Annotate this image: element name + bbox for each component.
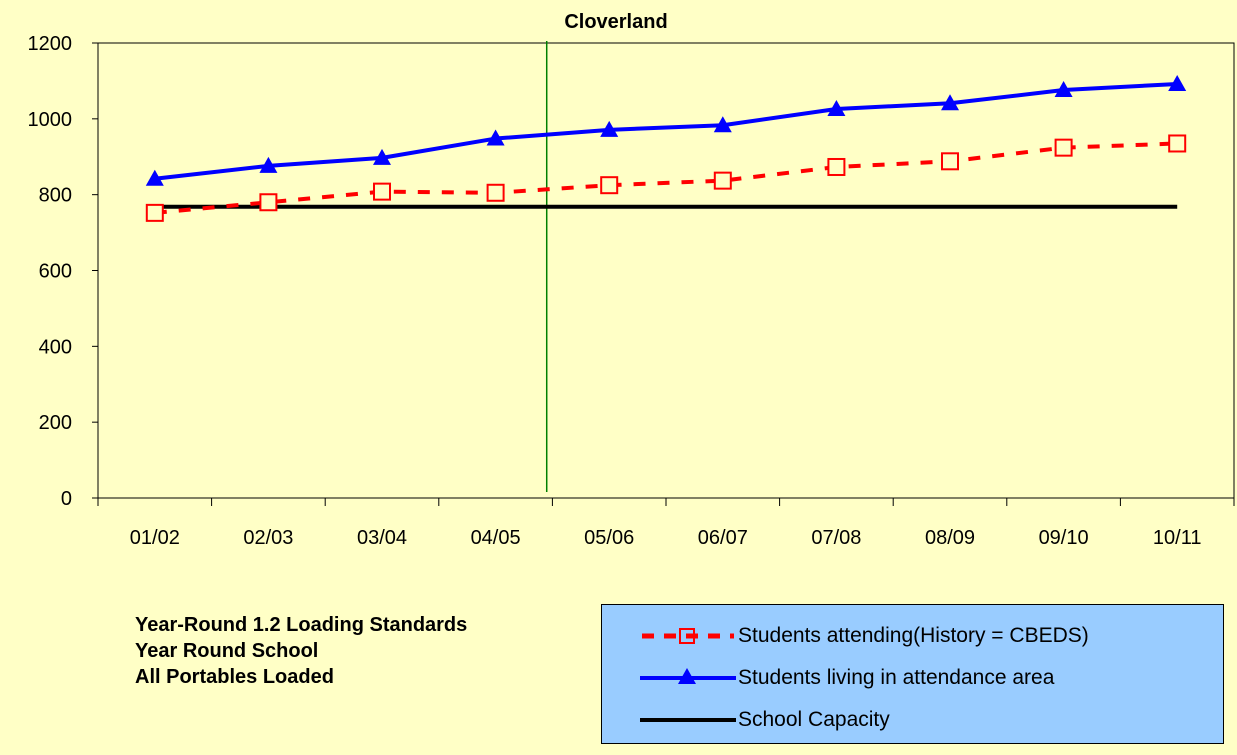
y-tick-label: 200 (39, 412, 72, 434)
square-marker-point (145, 203, 164, 222)
y-tick-label: 800 (39, 185, 72, 207)
x-tick-label: 01/02 (130, 527, 180, 549)
triangle-marker-point (941, 94, 959, 111)
note-school-type: Year Round School (135, 640, 319, 662)
x-tick-label: 05/06 (584, 527, 634, 549)
plot-frame (97, 42, 1235, 499)
x-tick-label: 10/11 (1153, 527, 1202, 549)
chart-title: Cloverland (564, 11, 667, 33)
x-tick-label: 07/08 (811, 527, 861, 549)
legend-swatch-living (640, 668, 736, 684)
triangle-marker-point (1168, 74, 1187, 91)
triangle-marker-point (373, 148, 391, 165)
triangle-marker-point (713, 116, 732, 133)
legend-swatch-capacity (640, 718, 736, 722)
square-marker-point (941, 152, 959, 171)
square-marker-point (1054, 138, 1073, 157)
note-portables: All Portables Loaded (135, 666, 334, 688)
triangle-marker-point (259, 156, 278, 173)
triangle-marker-point (1054, 81, 1073, 98)
x-tick-label: 09/10 (1039, 527, 1089, 549)
x-tick-label: 08/09 (925, 527, 975, 549)
legend-label: Students living in attendance area (738, 666, 1055, 689)
square-marker-icon (679, 628, 695, 644)
legend-item-school-capacity: School Capacity (640, 705, 890, 735)
x-tick-label: 03/04 (357, 527, 407, 549)
square-marker-point (486, 183, 505, 202)
x-tick-label: 02/03 (243, 527, 293, 549)
legend-swatch-attending (642, 628, 734, 644)
triangle-marker-point (600, 120, 619, 137)
note-loading-standards: Year-Round 1.2 Loading Standards (135, 614, 468, 636)
triangle-marker-icon (678, 668, 696, 684)
square-marker-point (827, 157, 846, 176)
square-marker-point (373, 182, 391, 201)
y-tick-label: 1000 (28, 109, 73, 131)
y-tick-label: 600 (39, 261, 72, 283)
legend-label: School Capacity (738, 708, 890, 731)
series-line-0 (154, 141, 1178, 215)
plot-area: 0 200 400 600 800 1000 1200 01/02 02/03 03/04 04/0… (28, 33, 1235, 549)
series-line-1 (154, 81, 1178, 181)
y-tick-label: 400 (39, 336, 72, 358)
square-marker-point (259, 193, 278, 212)
y-tick-label: 0 (61, 488, 72, 510)
square-marker-point (600, 176, 619, 195)
legend-label: Students attending(History = CBEDS) (738, 624, 1089, 647)
y-tick-label: 1200 (28, 33, 73, 55)
legend-item-students-living: Students living in attendance area (640, 663, 1054, 693)
square-marker-point (713, 171, 732, 190)
triangle-marker-point (827, 99, 846, 116)
x-tick-label: 06/07 (698, 527, 748, 549)
legend-item-students-attending: Students attending(History = CBEDS) (640, 621, 1089, 651)
triangle-marker-point (145, 169, 164, 186)
chart-legend: Students attending(History = CBEDS) Stud… (601, 604, 1224, 744)
square-marker-point (1168, 134, 1187, 153)
triangle-marker-point (486, 129, 505, 146)
chart-notes: Year-Round 1.2 Loading Standards Year Ro… (135, 612, 467, 690)
x-tick-label: 04/05 (471, 527, 521, 549)
